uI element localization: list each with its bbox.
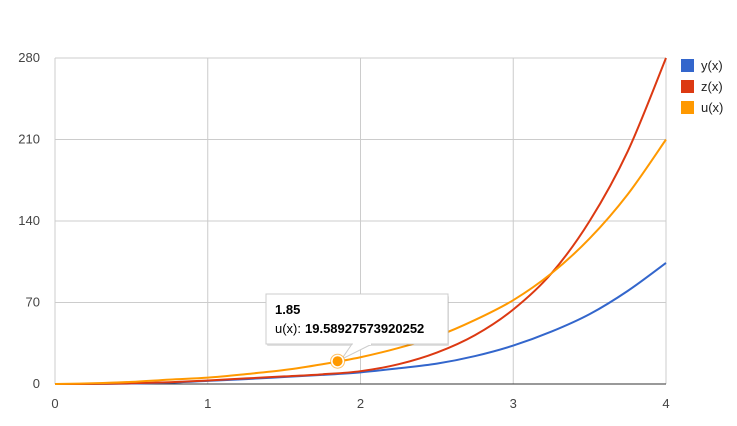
tooltip-layer: 1.85 u(x): 19.58927573920252 (265, 293, 449, 369)
legend-label[interactable]: u(x) (701, 100, 723, 115)
legend: y(x) z(x) u(x) (681, 58, 723, 115)
legend-swatch (681, 59, 694, 72)
tooltip-box (265, 293, 449, 345)
series-layer (54, 57, 667, 385)
x-tick-label: 3 (510, 396, 517, 411)
x-tick-label: 2 (357, 396, 364, 411)
x-tick-label: 4 (662, 396, 669, 411)
legend-label[interactable]: z(x) (701, 79, 723, 94)
series-line-zx[interactable] (54, 57, 667, 385)
grid-layer (54, 57, 667, 384)
y-tick-label: 140 (18, 213, 40, 228)
axis-layer: 0 70 140 210 280 0 1 2 3 4 (18, 50, 669, 411)
tooltip-series-line: u(x): 19.58927573920252 (275, 321, 424, 336)
x-tick-label: 1 (204, 396, 211, 411)
legend-label[interactable]: y(x) (701, 58, 723, 73)
tooltip-series-label: u(x): (275, 321, 301, 336)
tooltip: 1.85 u(x): 19.58927573920252 (265, 293, 449, 361)
y-tick-label: 0 (33, 376, 40, 391)
legend-swatch (681, 101, 694, 114)
highlighted-point-ring (330, 353, 346, 369)
tooltip-y-value: 19.58927573920252 (305, 321, 424, 336)
highlighted-point[interactable] (330, 354, 345, 369)
tooltip-x-value: 1.85 (275, 302, 300, 317)
series-line-ux[interactable] (54, 138, 667, 385)
legend-swatch (681, 80, 694, 93)
x-tick-label: 0 (51, 396, 58, 411)
y-tick-label: 70 (26, 295, 40, 310)
y-tick-label: 280 (18, 50, 40, 65)
y-tick-label: 210 (18, 132, 40, 147)
